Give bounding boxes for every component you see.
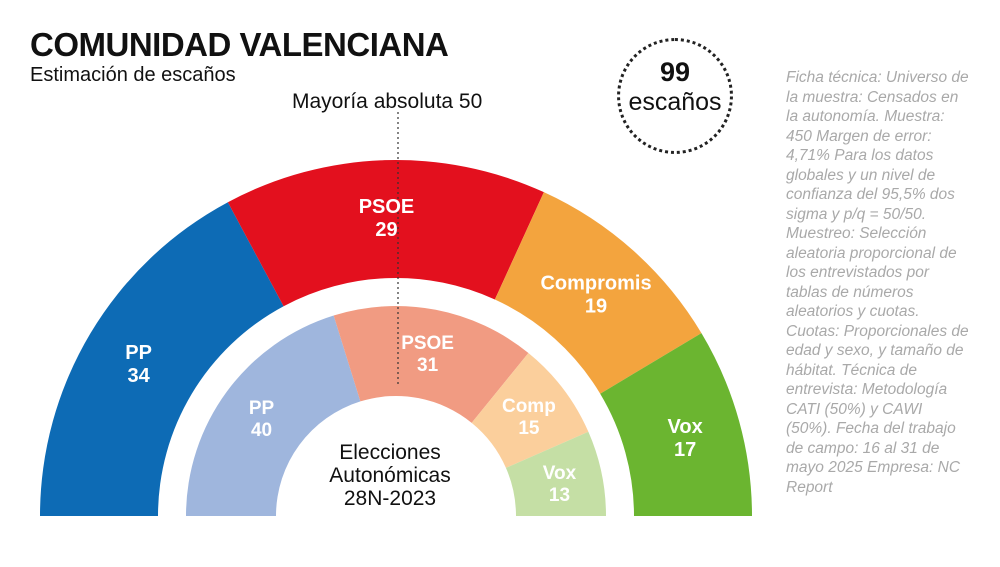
inner-label-name-psoe: PSOE: [401, 333, 454, 354]
outer-segment-pp: [40, 202, 284, 516]
outer-segment-psoe: [227, 160, 544, 307]
total-seats-badge: 99 escaños: [617, 38, 733, 154]
inner-label-name-pp: PP: [249, 398, 275, 419]
outer-label-value-compromis: 19: [585, 295, 607, 317]
outer-label-value-psoe: 29: [375, 219, 397, 241]
total-seats-label: escaños: [628, 88, 722, 116]
inner-label-value-vox: 13: [549, 485, 570, 506]
chart-title: COMUNIDAD VALENCIANA: [30, 26, 449, 63]
outer-label-name-vox: Vox: [668, 416, 703, 438]
technical-notes: Ficha técnica: Universo de la muestra: C…: [786, 69, 969, 496]
inner-label-value-pp: 40: [251, 420, 272, 441]
outer-label-name-compromis: Compromis: [540, 272, 651, 294]
outer-label-value-pp: 34: [127, 365, 150, 387]
outer-segment-compromis: [494, 192, 702, 394]
inner-label-name-comp: Comp: [502, 396, 556, 417]
previous-election-ring: [186, 305, 606, 516]
inner-segment-psoe: [333, 305, 529, 423]
total-seats-number: 99: [659, 57, 691, 87]
inner-label-name-vox: Vox: [543, 463, 577, 484]
inner-label-value-psoe: 31: [417, 355, 439, 376]
chart-subtitle: Estimación de escaños: [30, 64, 236, 86]
previous-election-label-line2: Autonómicas: [329, 464, 451, 487]
outer-label-name-pp: PP: [125, 342, 152, 364]
previous-election-label-line1: Elecciones: [339, 441, 441, 464]
outer-segment-vox: [600, 333, 752, 516]
majority-label: Mayoría absoluta 50: [292, 90, 483, 113]
current-estimate-ring: [40, 160, 752, 516]
outer-label-value-vox: 17: [674, 439, 696, 461]
inner-segment-vox: [505, 431, 606, 516]
inner-segment-pp: [186, 315, 361, 516]
outer-label-name-psoe: PSOE: [359, 196, 415, 218]
inner-label-value-comp: 15: [518, 418, 540, 439]
inner-segment-comp: [471, 353, 589, 468]
previous-election-label-line3: 28N-2023: [343, 487, 437, 510]
